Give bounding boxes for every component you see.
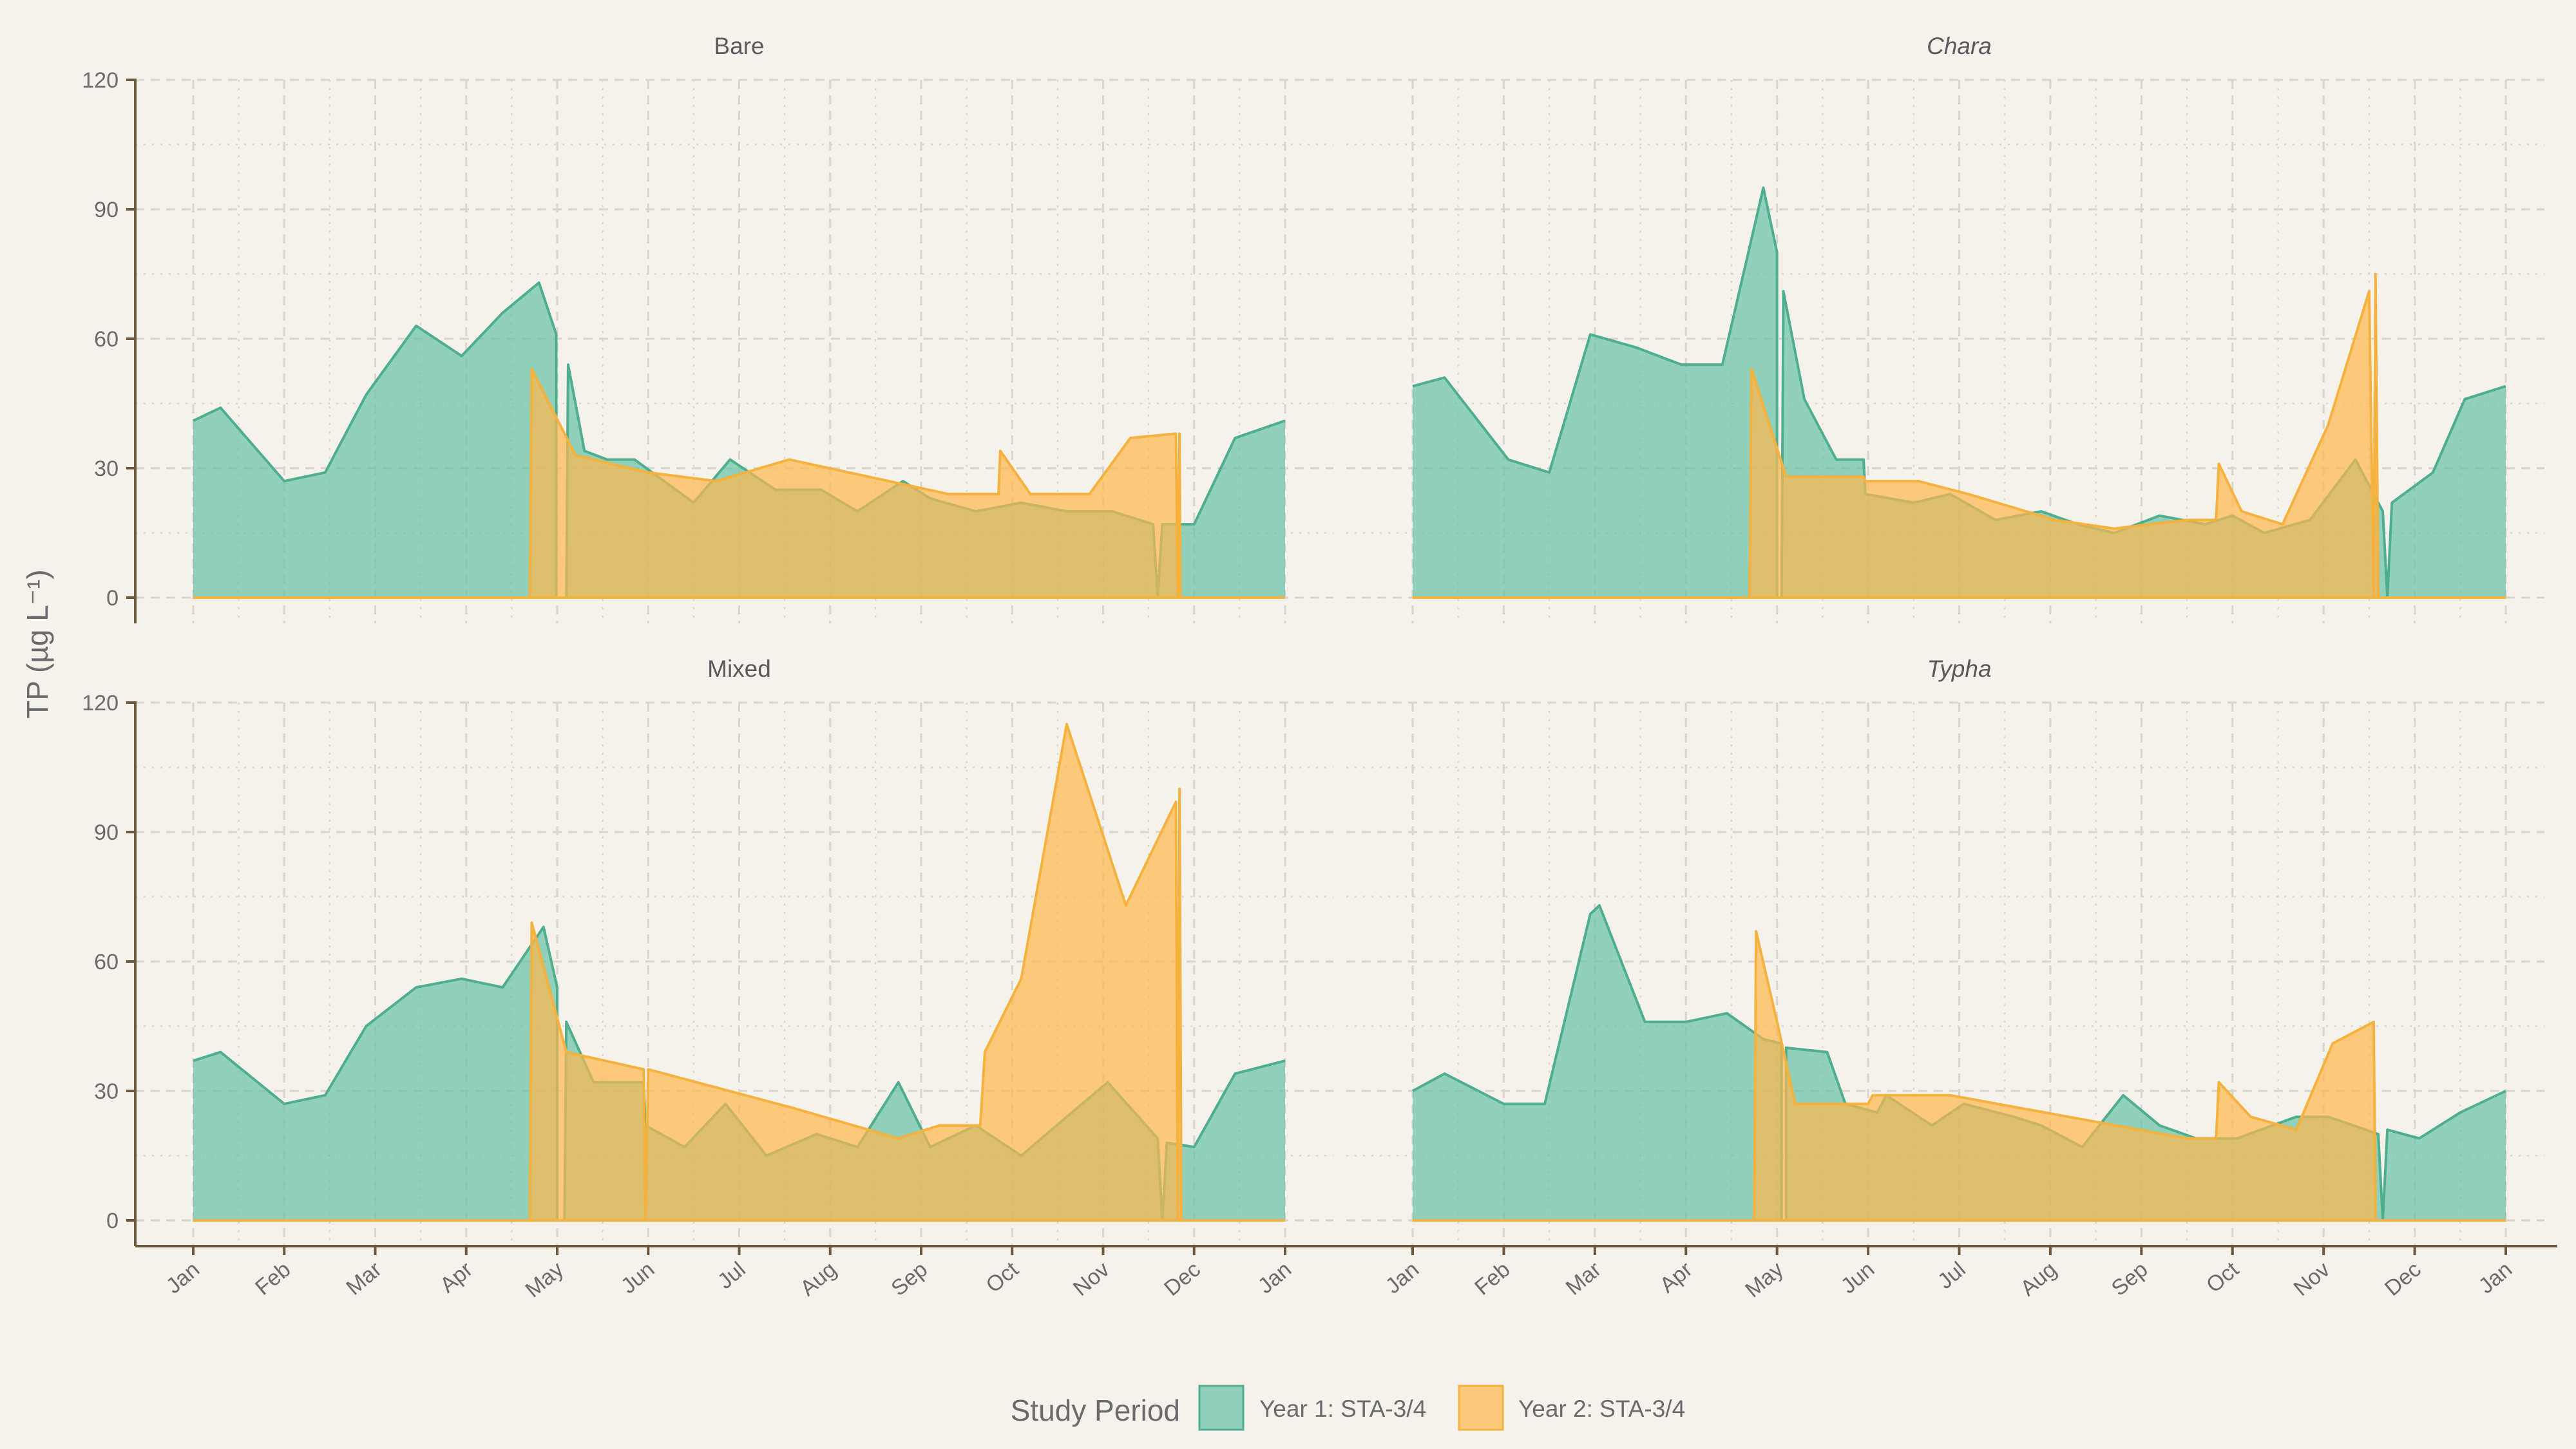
y-tick-label: 30 xyxy=(94,1079,119,1104)
legend-label-year2: Year 2: STA-3/4 xyxy=(1518,1396,1685,1422)
y-tick-label: 90 xyxy=(94,820,119,845)
panel-bare: Bare 0 30 60 90 120 xyxy=(82,33,1333,623)
facet-title: Chara xyxy=(1927,33,1992,59)
line-year2 xyxy=(528,367,1182,599)
facet-title: Typha xyxy=(1927,656,1991,682)
line-year2 xyxy=(528,723,1183,1222)
y-tick-label: 90 xyxy=(94,198,119,222)
area-year1 xyxy=(193,927,1285,1220)
facet-title: Bare xyxy=(714,33,764,59)
y-tick-label: 0 xyxy=(106,1209,119,1233)
panel-chara: Chara xyxy=(1346,33,2544,623)
y-tick-label: 60 xyxy=(94,327,119,352)
area-year2 xyxy=(1754,931,2379,1220)
line-year2 xyxy=(1748,272,2380,599)
facet-title: Mixed xyxy=(707,656,771,682)
y-tick-label: 120 xyxy=(82,691,119,715)
y-axis-label: TP (µg L⁻¹) xyxy=(21,569,54,718)
area-year2 xyxy=(530,368,1181,598)
area-year2 xyxy=(530,724,1181,1220)
y-tick-label: 60 xyxy=(94,950,119,974)
y-tick-label: 30 xyxy=(94,457,119,481)
legend-label-year1: Year 1: STA-3/4 xyxy=(1259,1396,1426,1422)
area-year2 xyxy=(1750,274,2379,598)
legend-swatch-year2 xyxy=(1458,1385,1504,1431)
legend: Study Period Year 1: STA-3/4 Year 2: STA… xyxy=(1011,1385,1685,1431)
legend-title: Study Period xyxy=(1011,1394,1180,1427)
line-year2 xyxy=(1753,930,2379,1222)
y-tick-label: 0 xyxy=(106,586,119,611)
y-tick-label: 120 xyxy=(82,68,119,93)
area-year1 xyxy=(1413,187,2506,598)
legend-swatch-year1 xyxy=(1198,1385,1245,1431)
